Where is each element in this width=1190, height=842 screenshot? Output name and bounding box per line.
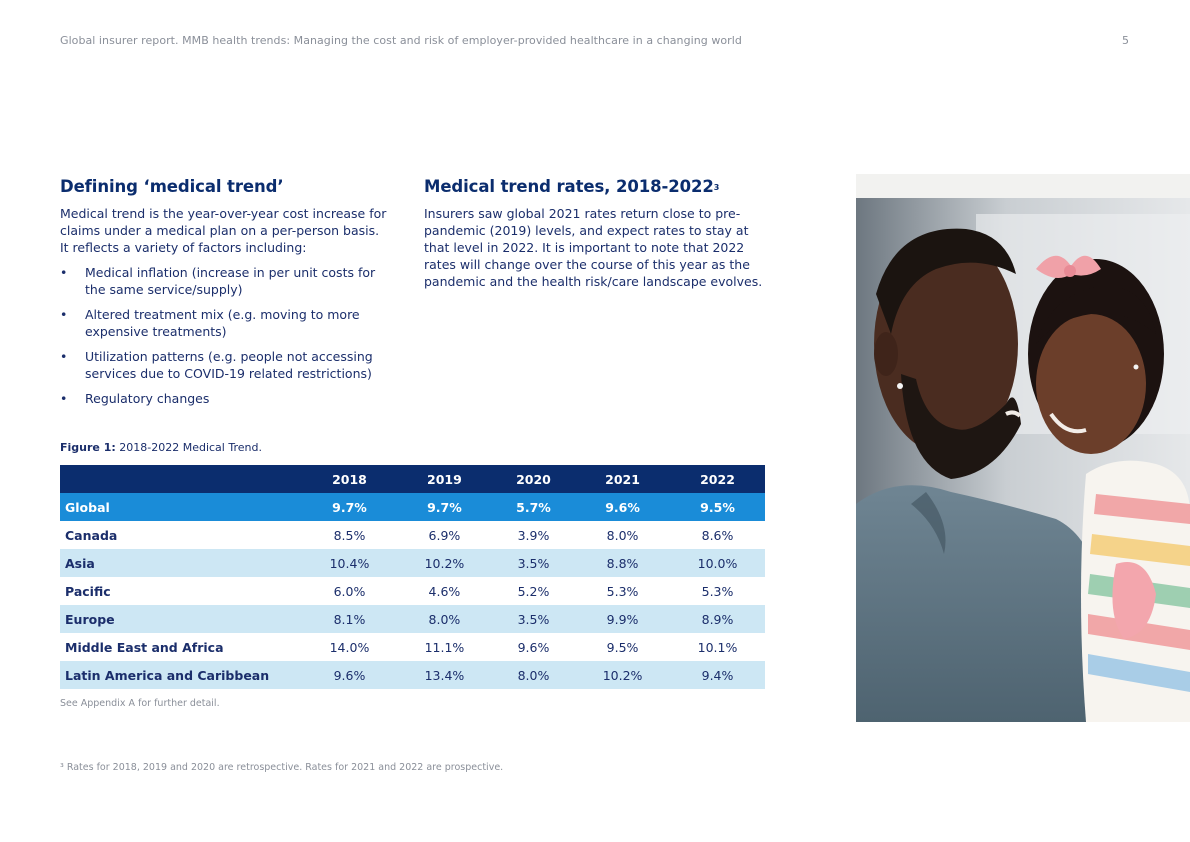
list-item-text: Medical inflation (increase in per unit … <box>85 265 376 297</box>
column-header: 2022 <box>670 465 765 493</box>
table-cell: 10.0% <box>670 549 765 577</box>
list-item-text: Altered treatment mix (e.g. moving to mo… <box>85 307 360 339</box>
list-item-text: Utilization patterns (e.g. people not ac… <box>85 349 373 381</box>
table-cell: 5.7% <box>491 493 576 521</box>
medical-trend-definition-section: Defining ‘medical trend’ Medical trend i… <box>60 176 390 415</box>
list-item: • Medical inflation (increase in per unit… <box>60 264 390 298</box>
table-cell: 8.8% <box>575 549 671 577</box>
table-cell: 5.2% <box>491 577 576 605</box>
table-cell: 9.7% <box>396 493 492 521</box>
table-cell: 8.6% <box>670 521 765 549</box>
table-header-row: 2018 2019 2020 2021 2022 <box>60 465 765 493</box>
table-cell: 9.7% <box>302 493 397 521</box>
figure-caption-label: Figure 1: <box>60 441 116 454</box>
table-row-global: Global 9.7% 9.7% 5.7% 9.6% 9.5% <box>60 493 765 521</box>
row-label: Canada <box>60 521 302 549</box>
table-cell: 5.3% <box>670 577 765 605</box>
trend-rates-section: Medical trend rates, 2018-20223 Insurers… <box>424 176 764 290</box>
row-label: Latin America and Caribbean <box>60 661 302 689</box>
figure-caption-text: 2018-2022 Medical Trend. <box>115 441 262 454</box>
table-cell: 9.6% <box>491 633 576 661</box>
figure-caption: Figure 1: 2018-2022 Medical Trend. <box>60 441 262 454</box>
table-row: Middle East and Africa 14.0% 11.1% 9.6% … <box>60 633 765 661</box>
table-cell: 9.5% <box>575 633 671 661</box>
table-cell: 9.9% <box>575 605 671 633</box>
table-row: Latin America and Caribbean 9.6% 13.4% 8… <box>60 661 765 689</box>
table-cell: 11.1% <box>396 633 492 661</box>
row-label: Pacific <box>60 577 302 605</box>
photo-illustration <box>856 174 1190 722</box>
trend-rates-heading-text: Medical trend rates, 2018-2022 <box>424 177 714 196</box>
table-cell: 9.5% <box>670 493 765 521</box>
list-item-text: Regulatory changes <box>85 391 210 406</box>
table-cell: 3.5% <box>491 605 576 633</box>
father-daughter-photo <box>856 174 1190 722</box>
table-cell: 9.6% <box>575 493 671 521</box>
column-header: 2020 <box>491 465 576 493</box>
table-cell: 13.4% <box>396 661 492 689</box>
table-cell: 8.0% <box>575 521 671 549</box>
row-label: Middle East and Africa <box>60 633 302 661</box>
appendix-note: See Appendix A for further detail. <box>60 698 220 709</box>
table-cell: 6.9% <box>396 521 492 549</box>
list-item: • Utilization patterns (e.g. people not a… <box>60 348 390 382</box>
page-number: 5 <box>1122 34 1129 47</box>
table-row: Europe 8.1% 8.0% 3.5% 9.9% 8.9% <box>60 605 765 633</box>
bullet-icon: • <box>60 391 68 406</box>
list-item: • Regulatory changes <box>60 390 390 407</box>
table-cell: 3.5% <box>491 549 576 577</box>
table-cell: 4.6% <box>396 577 492 605</box>
bullet-icon: • <box>60 349 68 364</box>
column-header: 2019 <box>396 465 492 493</box>
column-header: 2021 <box>575 465 671 493</box>
header-cell-blank <box>60 465 302 493</box>
table-cell: 8.1% <box>302 605 397 633</box>
definition-paragraph: Medical trend is the year-over-year cost… <box>60 206 387 255</box>
table-cell: 3.9% <box>491 521 576 549</box>
row-label: Asia <box>60 549 302 577</box>
table-row: Canada 8.5% 6.9% 3.9% 8.0% 8.6% <box>60 521 765 549</box>
table-cell: 10.1% <box>670 633 765 661</box>
table-row: Asia 10.4% 10.2% 3.5% 8.8% 10.0% <box>60 549 765 577</box>
running-header: Global insurer report. MMB health trends… <box>60 34 742 47</box>
bullet-icon: • <box>60 307 68 322</box>
table-cell: 10.2% <box>396 549 492 577</box>
footnote: ³ Rates for 2018, 2019 and 2020 are retr… <box>60 762 504 773</box>
table-cell: 14.0% <box>302 633 397 661</box>
bullet-icon: • <box>60 265 68 280</box>
row-label: Europe <box>60 605 302 633</box>
table-cell: 8.9% <box>670 605 765 633</box>
column-header: 2018 <box>302 465 397 493</box>
list-item: • Altered treatment mix (e.g. moving to m… <box>60 306 390 340</box>
definition-heading: Defining ‘medical trend’ <box>60 177 284 196</box>
table-cell: 8.5% <box>302 521 397 549</box>
table-cell: 6.0% <box>302 577 397 605</box>
factor-list: • Medical inflation (increase in per unit… <box>60 264 390 407</box>
table-cell: 5.3% <box>575 577 671 605</box>
table-cell: 8.0% <box>491 661 576 689</box>
footnote-reference: 3 <box>713 183 720 192</box>
table-row: Pacific 6.0% 4.6% 5.2% 5.3% 5.3% <box>60 577 765 605</box>
row-label: Global <box>60 493 302 521</box>
table-cell: 10.4% <box>302 549 397 577</box>
table-cell: 10.2% <box>575 661 671 689</box>
table-cell: 9.6% <box>302 661 397 689</box>
table-cell: 9.4% <box>670 661 765 689</box>
medical-trend-table: 2018 2019 2020 2021 2022 Global 9.7% 9.7… <box>60 465 765 689</box>
table-cell: 8.0% <box>396 605 492 633</box>
trend-rates-heading: Medical trend rates, 2018-20223 <box>424 176 764 198</box>
trend-rates-paragraph: Insurers saw global 2021 rates return cl… <box>424 206 763 289</box>
